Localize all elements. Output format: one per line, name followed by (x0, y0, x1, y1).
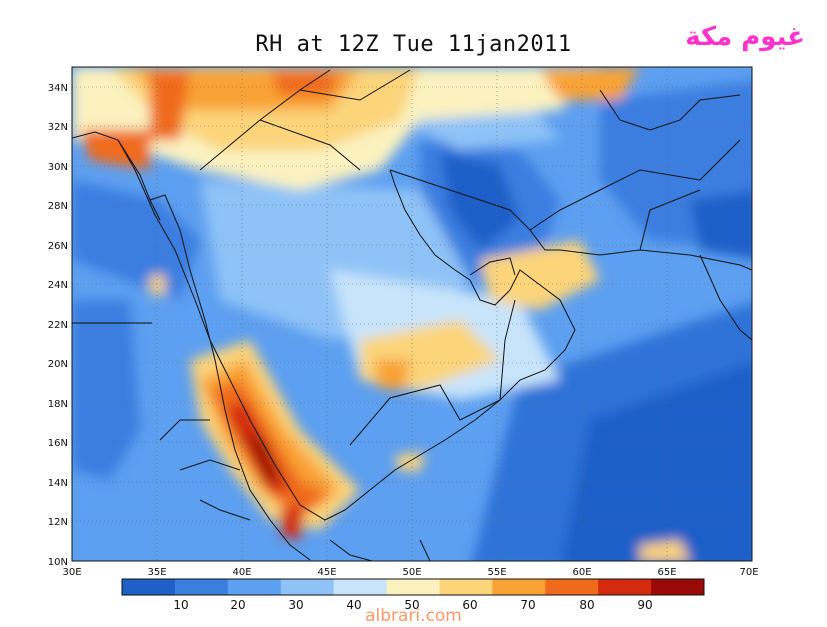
map-frame (71, 66, 753, 562)
footer-site-text: albrari.com (365, 606, 462, 626)
watermark-text: غيوم مكة (685, 22, 805, 52)
lat-tick: 10N (48, 557, 68, 568)
colorbar-label: 90 (637, 598, 652, 612)
lat-tick: 20N (48, 359, 68, 370)
coastlines (72, 69, 752, 561)
colorbar-swatch (651, 579, 705, 595)
lon-tick: 65E (657, 567, 676, 578)
colorbar-swatch (545, 579, 599, 595)
lat-tick: 32N (48, 122, 68, 133)
colorbar: 10 20 30 40 50 60 70 80 90 (121, 578, 705, 612)
map-title: RH at 12Z Tue 11jan2011 (255, 32, 572, 57)
lon-tick: 40E (232, 567, 251, 578)
colorbar-swatch (439, 579, 493, 595)
lon-tick: 35E (147, 567, 166, 578)
lat-tick: 28N (48, 201, 68, 212)
colorbar-label: 40 (346, 598, 361, 612)
colorbar-label: 20 (230, 598, 245, 612)
gridlines (72, 67, 752, 561)
colorbar-swatch (122, 579, 176, 595)
lat-tick: 12N (48, 517, 68, 528)
colorbar-frame (121, 578, 705, 596)
lat-tick: 16N (48, 438, 68, 449)
lon-tick: 60E (572, 567, 591, 578)
lon-tick: 30E (62, 567, 81, 578)
colorbar-swatch (386, 579, 440, 595)
lon-axis: 30E 35E 40E 45E 50E 55E 60E 65E 70E (62, 567, 758, 578)
colorbar-swatch (174, 579, 229, 595)
colorbar-swatch (492, 579, 546, 595)
humidity-field (72, 67, 752, 561)
lat-tick: 26N (48, 241, 68, 252)
colorbar-label: 30 (288, 598, 303, 612)
lon-tick: 45E (317, 567, 336, 578)
colorbar-swatch (280, 579, 335, 595)
lat-axis: 34N 32N 30N 28N 26N 24N 22N 20N 18N 16N … (48, 83, 68, 568)
lat-tick: 18N (48, 399, 68, 410)
lat-tick: 30N (48, 162, 68, 173)
lat-tick: 24N (48, 280, 68, 291)
colorbar-label: 60 (462, 598, 477, 612)
lon-tick: 55E (487, 567, 506, 578)
lon-tick: 50E (402, 567, 421, 578)
colorbar-label: 10 (173, 598, 188, 612)
colorbar-swatch (333, 579, 388, 595)
lat-tick: 22N (48, 320, 68, 331)
lat-tick: 14N (48, 478, 68, 489)
colorbar-label: 80 (579, 598, 594, 612)
lon-tick: 70E (739, 567, 758, 578)
colorbar-swatch (227, 579, 282, 595)
lat-tick: 34N (48, 83, 68, 94)
colorbar-label: 70 (520, 598, 535, 612)
colorbar-swatch (598, 579, 652, 595)
colorbar-label: 50 (404, 598, 419, 612)
